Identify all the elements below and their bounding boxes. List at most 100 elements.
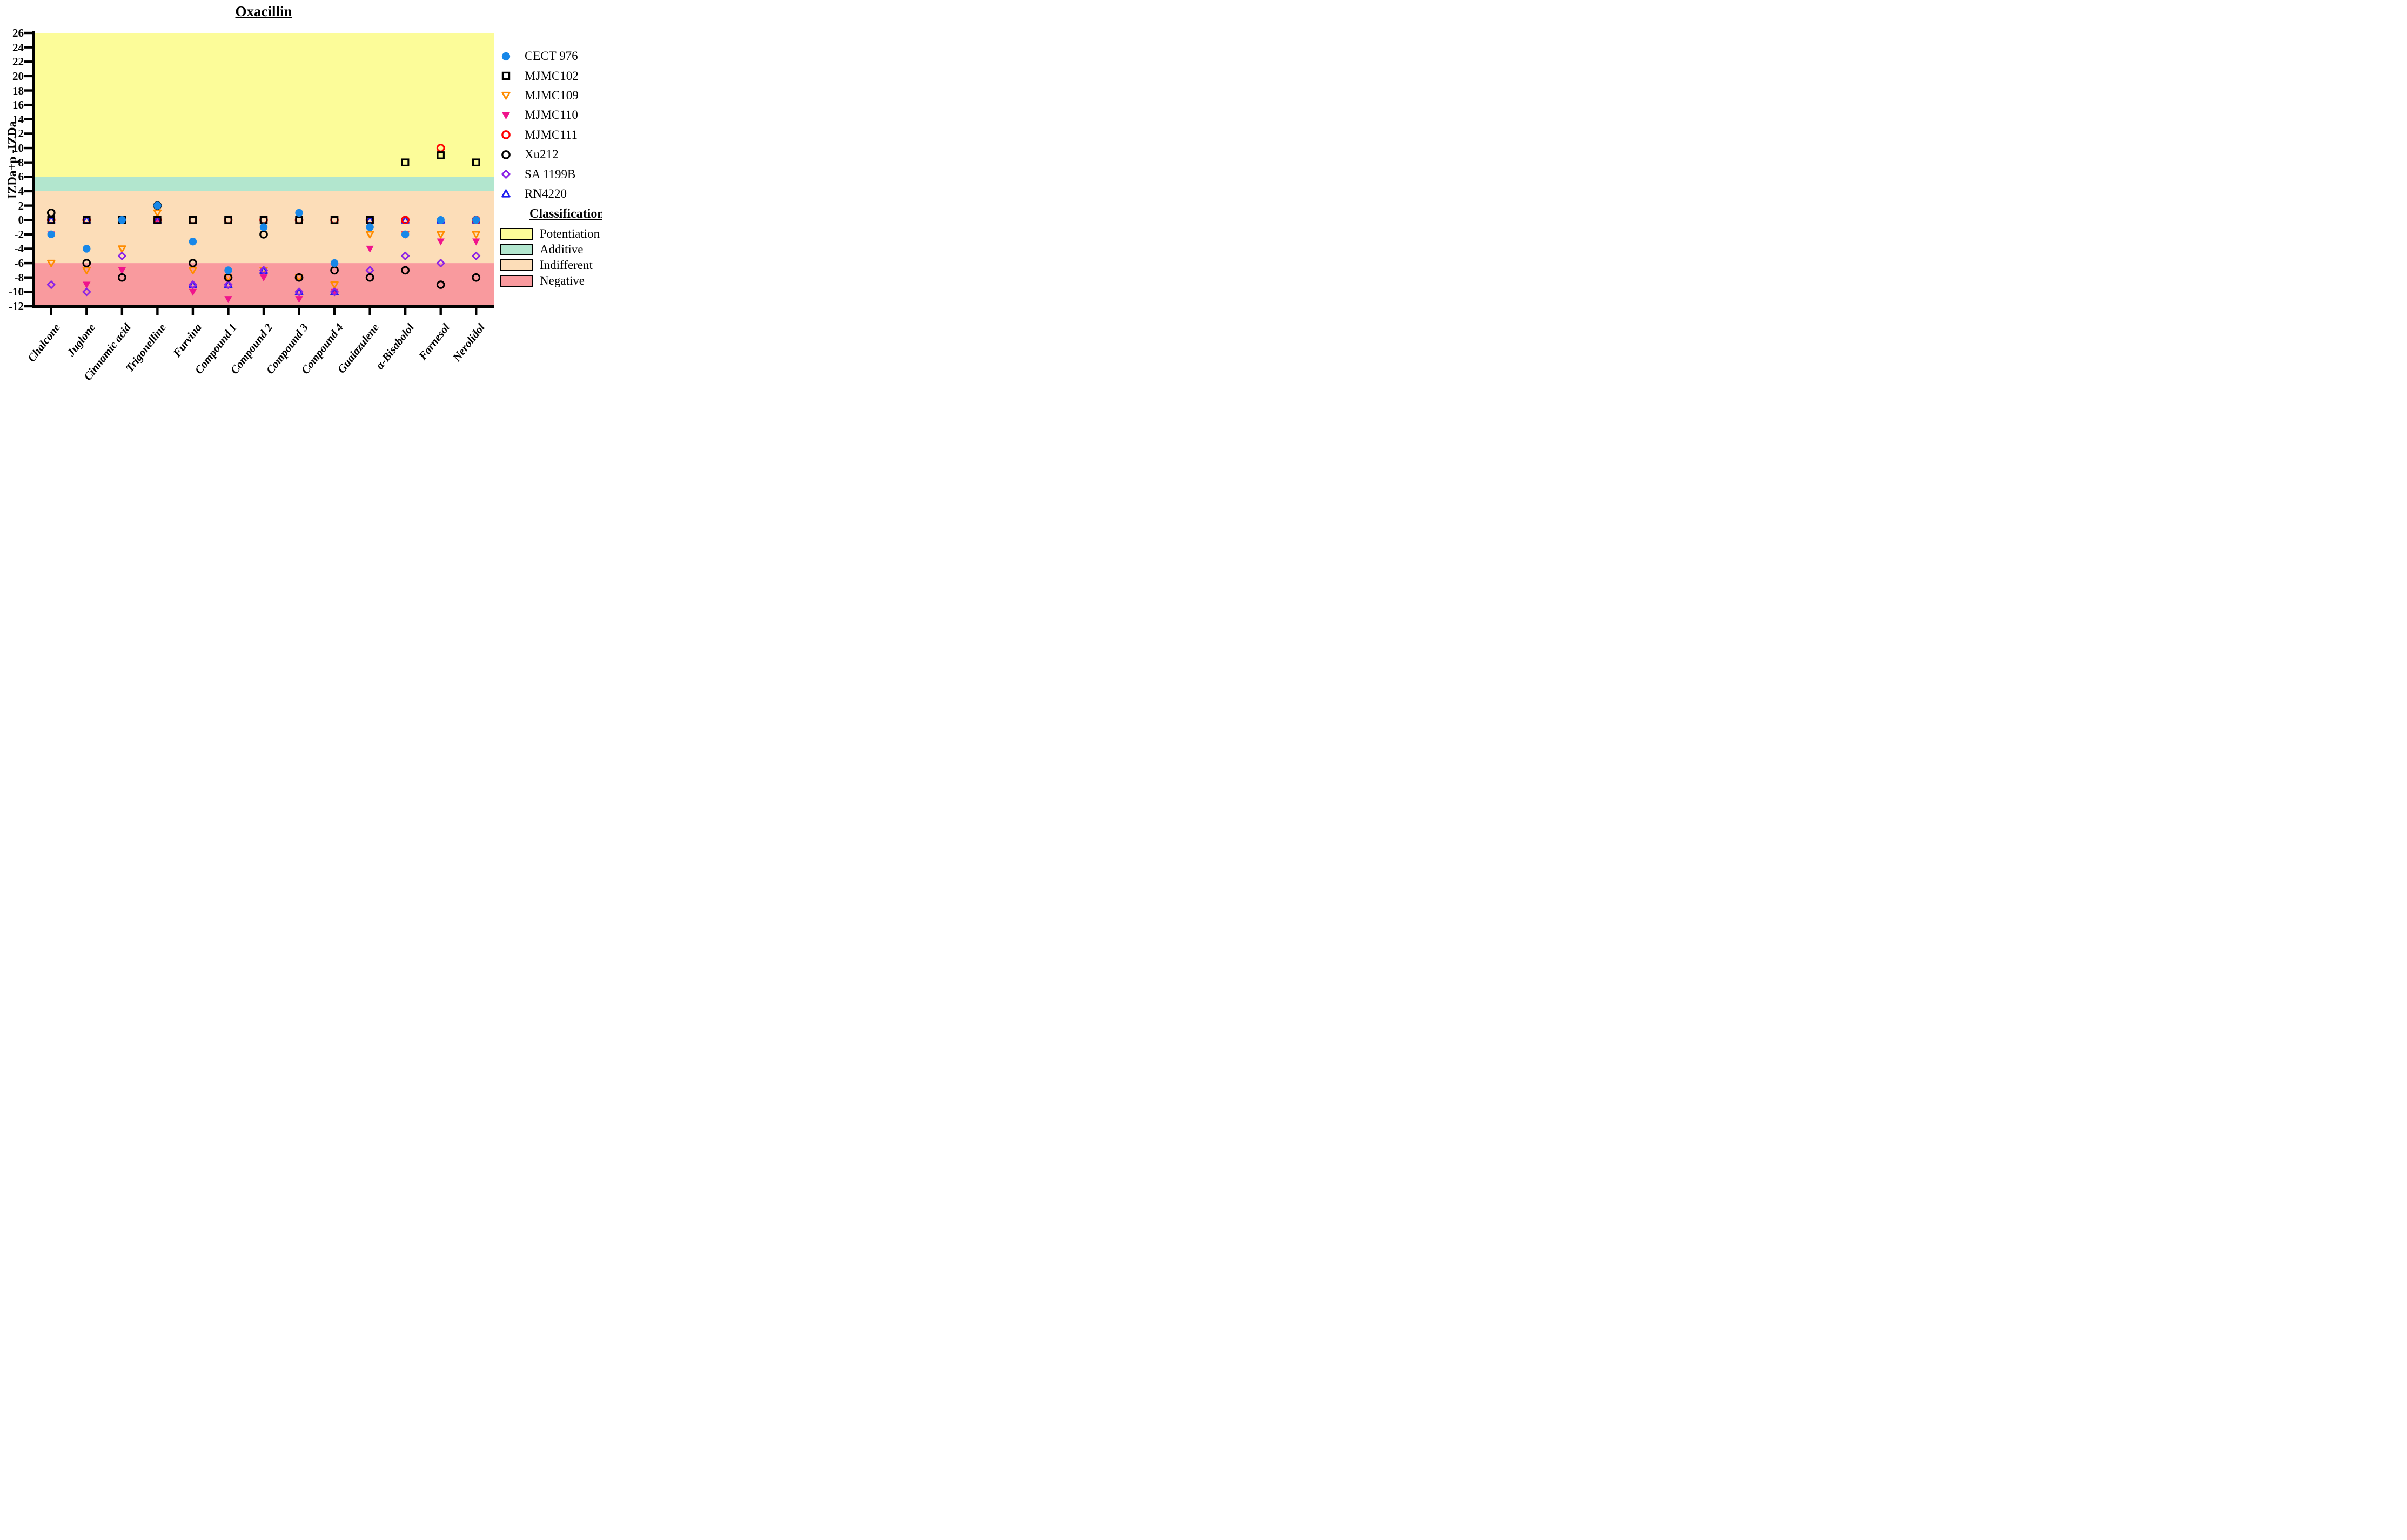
data-point	[472, 251, 481, 260]
y-tick-label: 6	[18, 170, 24, 184]
data-point	[118, 216, 126, 224]
data-point	[82, 259, 91, 267]
data-point	[294, 273, 304, 282]
legend-item-mjmc109: MJMC109	[501, 86, 579, 105]
data-point	[82, 287, 91, 297]
classification-swatch	[500, 274, 533, 287]
legend-item-cect-976: CECT 976	[501, 46, 579, 66]
y-tick-label: 22	[12, 55, 24, 69]
x-tick	[333, 308, 336, 315]
y-tick	[24, 146, 32, 150]
y-tick	[24, 75, 32, 78]
y-tick	[24, 118, 32, 120]
y-tick-label: 18	[12, 84, 24, 97]
legend-item-mjmc111: MJMC111	[501, 125, 579, 145]
x-tick	[368, 308, 371, 315]
data-point	[224, 266, 232, 274]
data-point	[47, 259, 56, 267]
y-tick	[24, 176, 32, 178]
x-tick	[262, 308, 265, 315]
classification-item-potentiation: Potentiation	[500, 226, 602, 241]
legend-label: MJMC102	[525, 69, 579, 83]
data-point	[259, 266, 268, 275]
data-point	[189, 237, 197, 246]
y-tick-label: -12	[9, 300, 24, 313]
classification-swatch	[500, 243, 533, 255]
data-point	[189, 259, 197, 267]
circle-open-icon	[501, 150, 511, 159]
circle-filled-icon	[501, 52, 511, 60]
y-tick-label: 26	[12, 26, 24, 39]
data-point	[259, 223, 268, 231]
x-tick	[191, 308, 195, 315]
data-point	[82, 267, 91, 275]
data-point	[294, 287, 304, 297]
data-point	[330, 287, 339, 297]
y-tick-label: -8	[14, 271, 24, 284]
legend-item-rn4220: RN4220	[501, 184, 579, 204]
data-point	[437, 238, 445, 246]
y-tick	[24, 291, 32, 293]
y-tick	[24, 233, 32, 236]
legend-label: CECT 976	[525, 49, 578, 63]
data-point	[83, 216, 91, 224]
data-point	[83, 281, 91, 289]
data-point	[295, 296, 303, 304]
x-tick	[298, 308, 300, 315]
legend-item-sa-1199b: SA 1199B	[501, 164, 579, 184]
legend-label: RN4220	[525, 186, 567, 200]
data-point	[366, 216, 374, 224]
classification-legend: Classification: Potentiation Additive Indi…	[500, 207, 602, 288]
y-tick-label: 10	[12, 142, 24, 155]
data-point	[295, 216, 303, 224]
data-point	[189, 288, 197, 296]
data-point	[117, 251, 126, 260]
data-point	[153, 216, 162, 224]
data-point	[83, 245, 91, 253]
y-tick	[24, 31, 32, 35]
triangle-down-open-icon	[501, 92, 511, 100]
legend-item-xu212: Xu212	[501, 145, 579, 164]
classification-label: Indifferent	[540, 258, 593, 272]
classification-item-additive: Additive	[500, 241, 602, 257]
x-axis-line	[32, 305, 494, 308]
y-tick-label: 24	[12, 41, 24, 54]
x-tick	[404, 308, 407, 315]
series-legend: CECT 976 MJMC102 MJMC109 MJMC110 MJMC111 Xu21…	[501, 46, 579, 204]
data-point	[153, 209, 162, 217]
data-point	[117, 273, 126, 282]
y-tick	[24, 103, 32, 106]
y-tick-label: 4	[18, 184, 24, 198]
legend-label: MJMC111	[525, 127, 578, 142]
y-axis-line	[32, 31, 35, 308]
data-point	[401, 216, 410, 225]
data-point	[153, 201, 162, 210]
data-point	[295, 209, 303, 217]
y-tick	[24, 204, 32, 207]
data-point	[472, 231, 480, 239]
data-point	[437, 151, 445, 159]
data-point	[401, 251, 410, 260]
data-point	[224, 280, 233, 289]
data-point	[401, 230, 410, 239]
classification-title: Classification:	[529, 207, 602, 221]
data-point	[224, 216, 232, 224]
x-tick	[156, 308, 159, 315]
classification-rows: Potentiation Additive Indifferent Negative	[500, 226, 602, 288]
data-point	[437, 231, 445, 239]
data-point	[365, 273, 374, 282]
data-point	[47, 230, 55, 239]
y-tick-label: 2	[18, 199, 24, 212]
chart-title: Oxacillin	[235, 3, 292, 19]
data-point	[472, 238, 480, 246]
y-tick	[24, 60, 32, 63]
data-point	[472, 273, 481, 282]
data-point	[330, 281, 339, 289]
y-tick-label: 20	[12, 69, 24, 83]
x-tick	[227, 308, 230, 315]
legend-label: SA 1199B	[525, 167, 576, 181]
x-tick	[120, 308, 124, 315]
y-tick	[24, 161, 32, 164]
data-point	[472, 158, 480, 166]
y-tick	[24, 190, 32, 193]
